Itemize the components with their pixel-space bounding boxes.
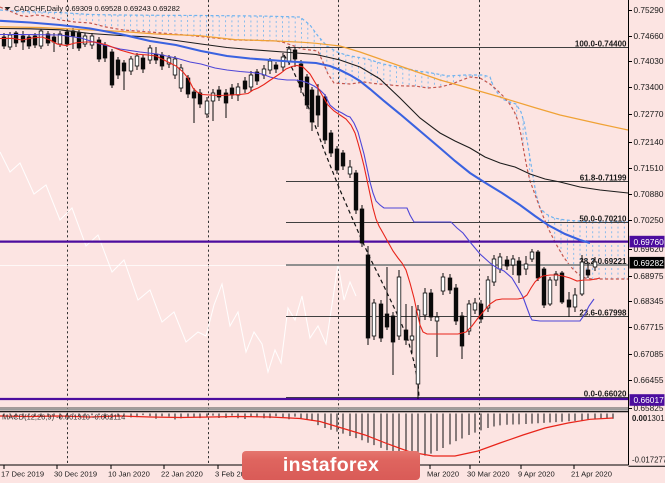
svg-text:10 Jan 2020: 10 Jan 2020 xyxy=(108,470,150,479)
svg-text:0.66455: 0.66455 xyxy=(634,375,664,385)
svg-text:0.68975: 0.68975 xyxy=(634,271,664,281)
svg-text:0.70250: 0.70250 xyxy=(634,215,664,225)
svg-text:0.67085: 0.67085 xyxy=(634,349,664,359)
svg-text:0.68345: 0.68345 xyxy=(634,296,664,306)
svg-text:0.70880: 0.70880 xyxy=(634,189,664,199)
svg-text:0.74030: 0.74030 xyxy=(634,56,664,66)
svg-text:61.8-0.71199: 61.8-0.71199 xyxy=(580,174,627,183)
svg-text:17 Dec 2019: 17 Dec 2019 xyxy=(1,470,44,479)
svg-text:0.66017: 0.66017 xyxy=(634,395,665,405)
svg-text:0.72140: 0.72140 xyxy=(634,137,664,147)
svg-text:21 Apr 2020: 21 Apr 2020 xyxy=(571,470,612,479)
svg-text:Mar 2020: Mar 2020 xyxy=(427,470,459,479)
svg-text:50.0-0.70210: 50.0-0.70210 xyxy=(579,215,627,224)
svg-text:3 Feb 2020: 3 Feb 2020 xyxy=(215,470,253,479)
svg-text:0.65825: 0.65825 xyxy=(634,403,664,413)
svg-text:23.6-0.67998: 23.6-0.67998 xyxy=(579,309,627,318)
svg-text:MACD(12,26,9) -0.001310 -0.002: MACD(12,26,9) -0.001310 -0.002114 xyxy=(2,413,125,422)
svg-text:9 Apr 2020: 9 Apr 2020 xyxy=(518,470,555,479)
svg-text:22 Jan 2020: 22 Jan 2020 xyxy=(161,470,203,479)
svg-text:0.69760: 0.69760 xyxy=(634,237,665,247)
svg-text:0.001301: 0.001301 xyxy=(632,414,665,423)
svg-text:0.75290: 0.75290 xyxy=(634,5,664,15)
svg-text:0.69620: 0.69620 xyxy=(634,244,664,254)
svg-text:0.69282: 0.69282 xyxy=(634,258,665,268)
svg-text:100.0-0.74400: 100.0-0.74400 xyxy=(575,40,627,49)
svg-text:0.74660: 0.74660 xyxy=(634,31,664,41)
svg-text:CADCHF,Daily 0.69309 0.69528: CADCHF,Daily 0.69309 0.69528 0.69243 0.6… xyxy=(14,4,180,13)
svg-text:0.72770: 0.72770 xyxy=(634,109,664,119)
svg-text:0.73400: 0.73400 xyxy=(634,82,664,92)
svg-text:30 Mar 2020: 30 Mar 2020 xyxy=(467,470,510,479)
svg-text:0.67715: 0.67715 xyxy=(634,322,664,332)
svg-text:30 Dec 2019: 30 Dec 2019 xyxy=(54,470,97,479)
svg-text:0.0-0.66020: 0.0-0.66020 xyxy=(584,390,627,399)
svg-text:-0.017277: -0.017277 xyxy=(632,456,665,465)
svg-text:0.71510: 0.71510 xyxy=(634,163,664,173)
svg-text:38.2-0.69221: 38.2-0.69221 xyxy=(579,257,627,266)
